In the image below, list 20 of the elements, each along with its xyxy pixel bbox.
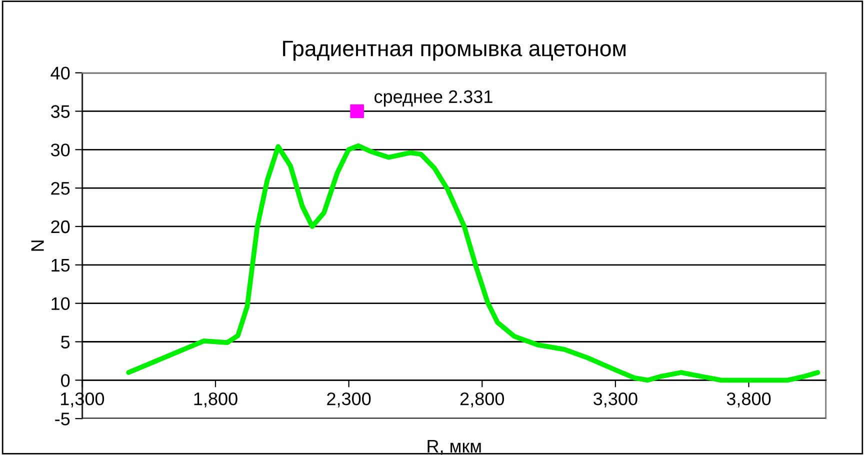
y-tick-label: 0	[61, 374, 70, 387]
x-axis-title: R, мкм	[428, 440, 481, 455]
y-tick-label: 40	[50, 66, 70, 80]
chart-title: Градиентная промывка ацетоном	[283, 40, 626, 61]
x-tick-label: 2,800	[460, 392, 504, 408]
x-tick-label: 1,800	[194, 392, 238, 408]
y-tick-label: 10	[52, 297, 70, 310]
y-tick-label: 5	[61, 336, 70, 348]
x-tick-label: 2,300	[327, 392, 371, 408]
y-tick-label: -5	[55, 412, 70, 426]
annotation: среднее 2.331	[374, 90, 492, 107]
x-tick-label: 3,800	[726, 392, 771, 408]
y-tick-label: 30	[50, 144, 70, 156]
y-tick-label: 35	[50, 105, 70, 118]
y-tick-label: 20	[51, 220, 70, 234]
y-axis-title: N	[31, 240, 44, 251]
x-tick-label: 3,300	[594, 392, 638, 408]
y-tick-label: 25	[51, 182, 70, 195]
line-series	[126, 143, 820, 383]
y-tick-label: 15	[52, 259, 70, 272]
